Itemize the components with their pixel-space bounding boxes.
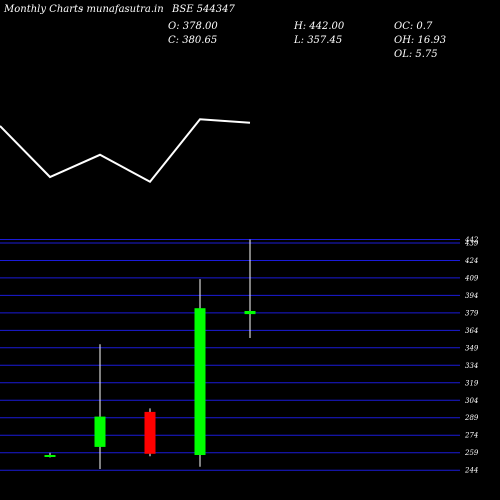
y-tick-label: 244: [464, 467, 478, 475]
candle-body: [144, 411, 156, 454]
candle-body: [194, 308, 206, 455]
site-name: - munafasutra.in: [80, 4, 164, 15]
stat-oc: OC: 0.7: [394, 21, 433, 32]
stat-open: O: 378.00: [168, 21, 218, 32]
y-tick-label: 409: [464, 274, 479, 282]
y-tick-label: 364: [465, 327, 478, 335]
y-tick-label: 442: [464, 236, 479, 244]
candle-body: [94, 416, 106, 447]
stat-high: H: 442.00: [294, 21, 345, 32]
y-tick-label: 289: [464, 414, 479, 422]
trend-line: [0, 118, 251, 183]
candle-body: [244, 311, 256, 315]
stat-low: L: 357.45: [294, 35, 343, 46]
symbol-label: BSE 544347: [172, 4, 235, 15]
stat-ol: OL: 5.75: [394, 49, 438, 60]
candle-body: [44, 455, 56, 457]
site-label: Monthly Charts: [4, 4, 84, 15]
y-tick-label: 319: [465, 379, 479, 387]
y-tick-label: 424: [464, 257, 478, 265]
y-tick-label: 394: [465, 292, 478, 300]
stat-close: C: 380.65: [168, 35, 218, 46]
y-tick-label: 439: [464, 240, 479, 248]
y-tick-label: 334: [465, 362, 478, 370]
y-tick-label: 379: [465, 309, 479, 317]
y-tick-label: 274: [464, 432, 478, 440]
y-tick-label: 259: [464, 449, 479, 457]
y-tick-label: 349: [465, 344, 479, 352]
stat-oh: OH: 16.93: [394, 35, 447, 46]
y-tick-label: 304: [465, 397, 478, 405]
